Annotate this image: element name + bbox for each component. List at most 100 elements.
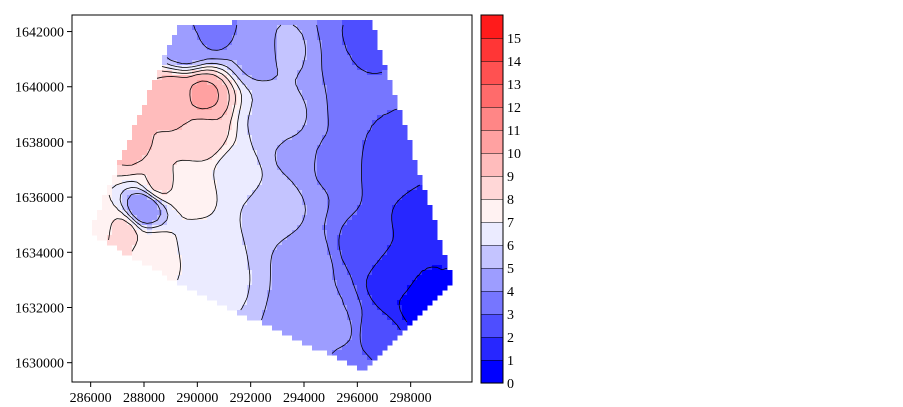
field-cell (347, 280, 353, 286)
field-cell (97, 220, 103, 226)
field-cell (197, 230, 203, 236)
field-cell (397, 190, 403, 196)
field-cell (202, 245, 208, 251)
field-cell (212, 245, 218, 251)
field-cell (367, 45, 373, 51)
field-cell (422, 225, 428, 231)
field-cell (422, 205, 428, 211)
field-cell (152, 105, 158, 111)
field-cell (357, 340, 363, 346)
field-cell (362, 75, 368, 81)
field-cell (237, 35, 243, 41)
field-cell (237, 290, 243, 296)
field-cell (207, 40, 213, 46)
field-cell (332, 45, 338, 51)
field-cell (332, 250, 338, 256)
field-cell (177, 230, 183, 236)
field-cell (197, 155, 203, 161)
field-cell (217, 245, 223, 251)
field-cell (182, 250, 188, 256)
field-cell (267, 150, 273, 156)
field-cell (327, 295, 333, 301)
field-cell (92, 230, 98, 236)
field-cell (377, 140, 383, 146)
field-cell (222, 195, 228, 201)
field-cell (222, 280, 228, 286)
field-cell (132, 205, 138, 211)
field-cell (367, 330, 373, 336)
field-cell (307, 340, 313, 346)
field-cell (282, 305, 288, 311)
field-cell (172, 90, 178, 96)
field-cell (287, 145, 293, 151)
field-cell (317, 90, 323, 96)
field-cell (157, 140, 163, 146)
field-cell (382, 210, 388, 216)
field-cell (207, 165, 213, 171)
field-cell (222, 90, 228, 96)
field-cell (327, 60, 333, 66)
field-cell (242, 165, 248, 171)
field-cell (262, 200, 268, 206)
field-cell (102, 195, 108, 201)
field-cell (402, 320, 408, 326)
field-cell (317, 200, 323, 206)
field-cell (422, 275, 428, 281)
field-cell (202, 265, 208, 271)
field-cell (232, 170, 238, 176)
colorbar-tick-label: 13 (507, 78, 521, 93)
field-cell (282, 165, 288, 171)
field-cell (362, 95, 368, 101)
field-cell (257, 270, 263, 276)
field-cell (172, 115, 178, 121)
field-cell (147, 210, 153, 216)
field-cell (107, 240, 113, 246)
field-cell (267, 240, 273, 246)
field-cell (342, 325, 348, 331)
field-cell (312, 140, 318, 146)
field-cell (197, 285, 203, 291)
field-cell (262, 45, 268, 51)
field-cell (257, 95, 263, 101)
field-cell (287, 195, 293, 201)
field-cell (327, 40, 333, 46)
field-cell (312, 185, 318, 191)
field-cell (357, 90, 363, 96)
field-cell (242, 55, 248, 61)
field-cell (402, 300, 408, 306)
field-cell (162, 90, 168, 96)
field-cell (412, 175, 418, 181)
field-cell (382, 65, 388, 71)
field-cell (282, 230, 288, 236)
field-cell (252, 185, 258, 191)
field-cell (377, 225, 383, 231)
field-cell (327, 75, 333, 81)
field-cell (287, 130, 293, 136)
field-cell (287, 250, 293, 256)
field-cell (352, 140, 358, 146)
field-cell (337, 135, 343, 141)
field-cell (362, 235, 368, 241)
field-cell (337, 195, 343, 201)
field-cell (192, 85, 198, 91)
field-cell (427, 285, 433, 291)
field-cell (397, 120, 403, 126)
field-cell (122, 155, 128, 161)
field-cell (207, 30, 213, 36)
field-cell (392, 250, 398, 256)
field-cell (182, 110, 188, 116)
field-cell (317, 190, 323, 196)
field-cell (342, 100, 348, 106)
field-cell (207, 160, 213, 166)
field-cell (192, 225, 198, 231)
field-cell (202, 235, 208, 241)
field-cell (352, 100, 358, 106)
field-cell (417, 265, 423, 271)
field-cell (417, 260, 423, 266)
field-cell (332, 200, 338, 206)
field-cell (337, 305, 343, 311)
field-cell (142, 125, 148, 131)
field-cell (357, 220, 363, 226)
field-cell (197, 255, 203, 261)
field-cell (267, 315, 273, 321)
